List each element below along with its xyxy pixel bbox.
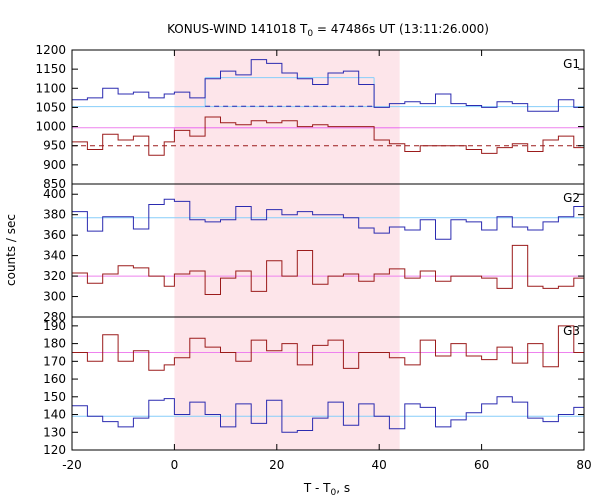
panel-label-g1: G1 <box>563 57 580 71</box>
y-axis-label: counts / sec <box>4 214 18 286</box>
series-red-g2 <box>72 244 584 295</box>
y-tick-label: 1150 <box>35 62 66 76</box>
y-tick-label: 130 <box>43 425 66 439</box>
y-tick-label: 280 <box>43 310 66 324</box>
y-tick-label: 180 <box>43 337 66 351</box>
y-tick-label: 1200 <box>35 43 66 57</box>
y-tick-label: 340 <box>43 249 66 263</box>
xlabel-subscript: 0 <box>331 488 337 498</box>
y-tick-label: 900 <box>43 158 66 172</box>
x-axis-ticks: -20 0 20 40 60 80 <box>62 50 592 472</box>
x-tick-label: -20 <box>62 458 82 472</box>
x-tick-label: 20 <box>269 458 284 472</box>
y-tick-label: 950 <box>43 139 66 153</box>
y-tick-label: 380 <box>43 208 66 222</box>
series-red-g1 <box>72 116 584 156</box>
shaded-interval-g2 <box>174 184 400 317</box>
y-tick-label: 400 <box>43 187 66 201</box>
y-tick-label: 360 <box>43 228 66 242</box>
panel-label-g2: G2 <box>563 191 580 205</box>
y-tick-label: 170 <box>43 354 66 368</box>
y-tick-label: 160 <box>43 372 66 386</box>
x-axis-label: T - T0, s <box>303 481 350 498</box>
y-tick-label: 150 <box>43 390 66 404</box>
panel-g2: 280 300 320 340 360 380 400 G2 <box>43 183 585 324</box>
y-tick-label: 850 <box>43 177 66 191</box>
y-tick-label: 120 <box>43 443 66 457</box>
panels-group: 850 900 950 1000 1050 1100 1150 1200 G1 280 300 320… <box>35 43 585 457</box>
x-tick-label: 60 <box>474 458 489 472</box>
xlabel-prefix: T - T <box>303 481 331 495</box>
y-tick-label: 300 <box>43 290 66 304</box>
series-blue-g3 <box>72 396 584 433</box>
y-tick-label: 190 <box>43 319 66 333</box>
y-tick-label: 140 <box>43 408 66 422</box>
series-red-g3 <box>72 325 584 371</box>
xlabel-suffix: , s <box>336 481 350 495</box>
y-tick-label: 1100 <box>35 81 66 95</box>
panel-g3: 120 130 140 150 160 170 180 190 G3 <box>43 316 585 457</box>
y-tick-label: 320 <box>43 269 66 283</box>
series-blue-g2 <box>72 198 584 240</box>
y-tick-label: 1050 <box>35 100 66 114</box>
x-tick-label: 0 <box>171 458 179 472</box>
shaded-interval-g3 <box>174 317 400 450</box>
panel-frame-g3 <box>71 316 585 451</box>
title-subscript: 0 <box>307 29 313 39</box>
panel-g1: 850 900 950 1000 1050 1100 1150 1200 G1 <box>35 43 585 191</box>
series-blue-g1 <box>72 59 584 112</box>
title-suffix: = 47486s UT (13:11:26.000) <box>313 22 489 36</box>
x-tick-label: 40 <box>372 458 387 472</box>
figure-title: KONUS-WIND 141018 T0 = 47486s UT (13:11:… <box>167 22 489 39</box>
title-prefix: KONUS-WIND 141018 T <box>167 22 308 36</box>
y-tick-label: 1000 <box>35 120 66 134</box>
x-tick-label: 80 <box>576 458 591 472</box>
panel-label-g3: G3 <box>563 324 580 338</box>
